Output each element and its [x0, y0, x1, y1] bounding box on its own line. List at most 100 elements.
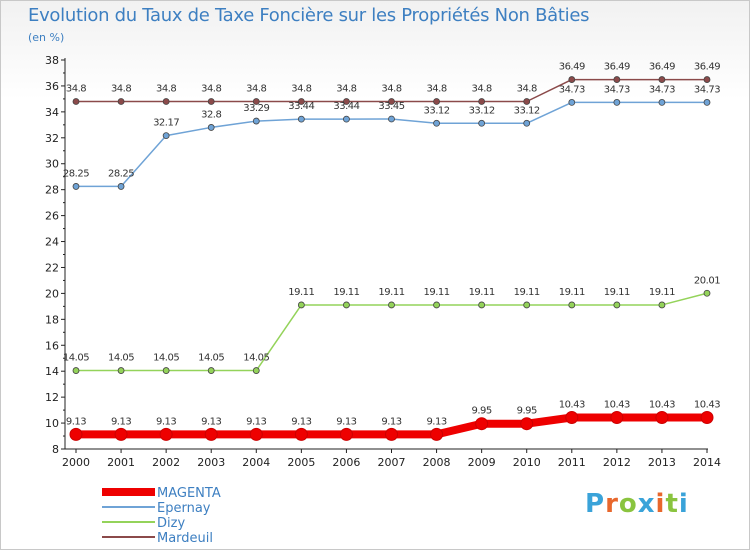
data-label-epernay: 34.73 [559, 84, 585, 95]
data-point-epernay [162, 132, 170, 139]
data-point-mardeuil [613, 76, 621, 83]
data-point-mardeuil [658, 76, 666, 83]
series-line-epernay [75, 101, 708, 188]
data-point-magenta [385, 427, 398, 441]
data-point-epernay [523, 119, 531, 127]
data-label-epernay: 33.29 [243, 103, 269, 114]
y-tick-label: 10 [45, 417, 59, 430]
data-label-mardeuil: 34.8 [156, 83, 176, 94]
data-label-mardeuil: 36.49 [604, 62, 630, 73]
data-label-mardeuil: 36.49 [559, 62, 585, 73]
data-label-epernay: 33.12 [424, 105, 450, 116]
data-label-dizy: 19.11 [424, 287, 450, 298]
data-label-epernay: 32.17 [153, 118, 179, 129]
y-tick-label: 34 [45, 106, 59, 119]
data-label-magenta: 9.95 [517, 406, 537, 417]
data-label-magenta: 9.13 [66, 416, 86, 427]
data-point-mardeuil [343, 98, 350, 105]
data-label-magenta: 9.13 [291, 416, 311, 427]
data-point-dizy [207, 367, 215, 374]
proxiti-logo: Proxiti [585, 489, 689, 519]
data-label-mardeuil: 34.8 [246, 83, 266, 94]
data-label-dizy: 20.01 [694, 275, 720, 286]
x-tick-label: 2006 [332, 456, 360, 469]
data-label-magenta: 9.13 [111, 416, 131, 427]
data-point-mardeuil [478, 98, 486, 105]
y-tick-label: 20 [45, 287, 59, 300]
data-point-dizy [117, 367, 125, 374]
data-point-epernay [433, 119, 440, 127]
data-point-dizy [252, 367, 260, 374]
data-label-dizy: 19.11 [288, 287, 314, 298]
data-label-dizy: 19.11 [604, 287, 630, 298]
data-point-dizy [703, 289, 711, 297]
data-point-magenta [249, 427, 263, 441]
data-label-mardeuil: 34.8 [381, 83, 401, 94]
data-point-dizy [433, 301, 440, 309]
data-label-epernay: 33.12 [514, 105, 540, 116]
data-point-dizy [388, 301, 395, 309]
data-point-dizy [162, 367, 170, 374]
data-point-magenta [565, 410, 579, 424]
data-point-dizy [658, 301, 666, 309]
data-point-epernay [478, 119, 486, 127]
data-label-mardeuil: 34.8 [66, 83, 86, 94]
y-tick-label: 26 [45, 210, 59, 223]
data-point-magenta [520, 417, 534, 431]
data-label-dizy: 19.11 [649, 287, 675, 298]
y-tick-label: 24 [45, 236, 59, 249]
data-label-magenta: 9.13 [246, 416, 266, 427]
data-point-dizy [297, 301, 305, 309]
data-label-mardeuil: 34.8 [201, 83, 221, 94]
y-tick-label: 16 [45, 339, 59, 352]
data-label-dizy: 19.11 [514, 287, 540, 298]
data-label-dizy: 19.11 [559, 287, 585, 298]
x-tick-label: 2007 [378, 456, 406, 469]
y-tick-label: 38 [45, 54, 59, 67]
data-label-epernay: 33.45 [378, 101, 404, 112]
data-label-magenta: 9.13 [426, 416, 446, 427]
data-point-mardeuil [162, 98, 170, 105]
x-tick-label: 2014 [693, 456, 721, 469]
data-label-epernay: 33.44 [333, 101, 359, 112]
data-label-dizy: 14.05 [153, 353, 179, 364]
y-unit-label: (en %) [28, 31, 65, 44]
x-tick-label: 2011 [558, 456, 586, 469]
x-tick-label: 2005 [287, 456, 315, 469]
data-label-dizy: 14.05 [63, 353, 89, 364]
x-tick-label: 2009 [468, 456, 496, 469]
logo-letter: r [605, 489, 619, 519]
data-point-dizy [72, 367, 80, 374]
data-label-epernay: 33.12 [469, 105, 495, 116]
data-label-dizy: 14.05 [108, 353, 134, 364]
data-point-magenta [655, 410, 669, 424]
chart-title: Evolution du Taux de Taxe Foncière sur l… [28, 5, 590, 26]
x-tick-label: 2001 [107, 456, 135, 469]
x-tick-label: 2008 [423, 456, 451, 469]
legend-label-mardeuil: Mardeuil [157, 531, 213, 546]
data-label-epernay: 32.8 [201, 109, 221, 120]
y-tick-label: 36 [45, 80, 59, 93]
x-tick-label: 2000 [62, 456, 90, 469]
x-tick-label: 2004 [242, 456, 270, 469]
data-label-dizy: 14.05 [243, 353, 269, 364]
data-point-dizy [568, 301, 576, 309]
data-label-epernay: 33.44 [288, 101, 314, 112]
data-point-magenta [475, 417, 489, 431]
data-point-magenta [114, 427, 128, 441]
data-point-mardeuil [207, 98, 215, 105]
data-point-mardeuil [297, 98, 305, 105]
data-point-magenta [700, 410, 714, 424]
x-tick-label: 2010 [513, 456, 541, 469]
x-tick-label: 2012 [603, 456, 631, 469]
logo-letter: t [665, 489, 679, 519]
data-label-mardeuil: 34.8 [517, 83, 537, 94]
data-point-magenta [339, 427, 353, 441]
data-point-epernay [703, 99, 711, 106]
data-point-epernay [613, 99, 621, 106]
data-point-magenta [610, 410, 624, 424]
data-point-epernay [388, 115, 395, 123]
data-label-mardeuil: 34.8 [111, 83, 131, 94]
